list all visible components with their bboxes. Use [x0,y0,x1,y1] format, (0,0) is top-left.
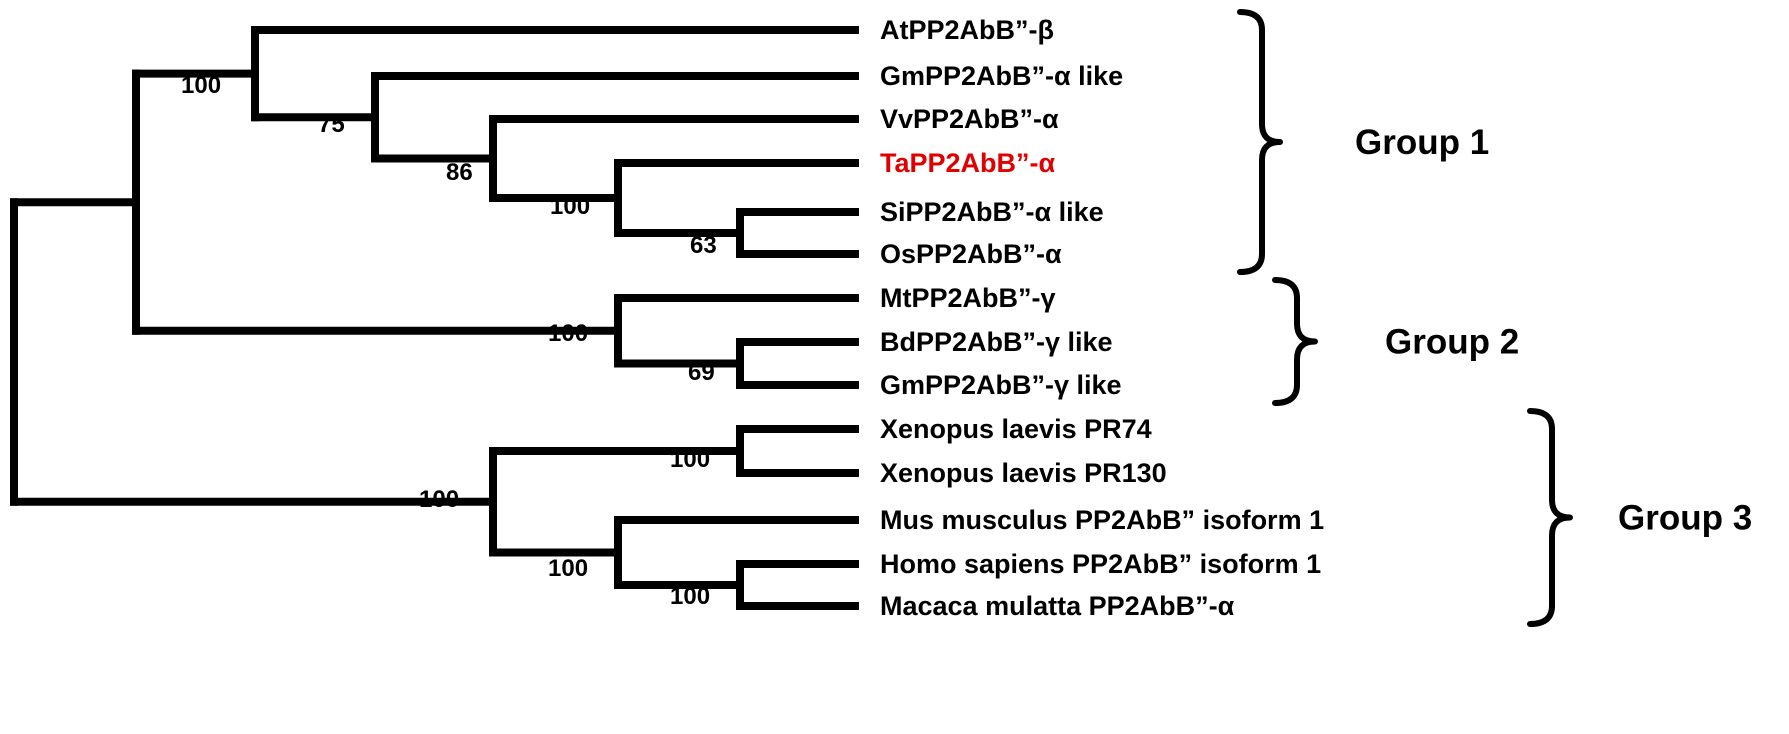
bootstrap-value: 100 [670,446,710,473]
bootstrap-value: 75 [318,111,345,138]
group-labels: Group 1 Group 2 Group 3 [1355,123,1752,538]
leaf-label-gm-pp2abb-alpha-like: GmPP2AbB”-α like [880,61,1123,91]
group-brace-1 [1237,9,1283,275]
leaf-label-macaca-mulatta: Macaca mulatta PP2AbB”-α [880,591,1235,621]
group-brace-3 [1527,408,1573,627]
bootstrap-value: 69 [688,359,715,386]
leaf-label-si-pp2abb-alpha-like: SiPP2AbB”-α like [880,197,1104,227]
bootstrap-value: 100 [670,583,710,610]
group-brace-2 [1272,277,1318,406]
bootstrap-value: 100 [550,193,590,220]
leaf-label-vv-pp2abb-alpha: VvPP2AbB”-α [880,104,1059,134]
group-braces [1237,9,1573,627]
leaf-label-os-pp2abb-alpha: OsPP2AbB”-α [880,239,1062,269]
leaf-label-at-pp2abb-beta: AtPP2AbB”-β [880,15,1054,45]
tree-branches [10,26,859,610]
bootstrap-value: 86 [446,159,473,186]
leaf-label-gm-pp2abb-gamma-like: GmPP2AbB”-γ like [880,370,1122,400]
bootstrap-value: 63 [690,232,717,259]
group-label-1: Group 1 [1355,123,1489,162]
leaf-label-bd-pp2abb-gamma-like: BdPP2AbB”-γ like [880,327,1113,357]
leaf-labels: AtPP2AbB”-β GmPP2AbB”-α like VvPP2AbB”-α… [880,15,1324,621]
bootstrap-values: 100 75 86 100 63 69 100 100 100 100 100 [181,72,717,610]
bootstrap-value: 100 [548,555,588,582]
bootstrap-value: 100 [181,72,221,99]
group-label-3: Group 3 [1618,499,1752,538]
leaf-label-homo-sapiens: Homo sapiens PP2AbB” isoform 1 [880,549,1321,579]
leaf-label-xenopus-pr74: Xenopus laevis PR74 [880,414,1152,444]
leaf-label-ta-pp2abb-alpha: TaPP2AbB”-α [880,148,1056,178]
bootstrap-value: 100 [548,320,588,347]
group-label-2: Group 2 [1385,323,1519,362]
leaf-label-mus-musculus: Mus musculus PP2AbB” isoform 1 [880,505,1324,535]
leaf-label-xenopus-pr130: Xenopus laevis PR130 [880,458,1167,488]
bootstrap-value: 100 [419,486,459,513]
leaf-label-mt-pp2abb-gamma: MtPP2AbB”-γ [880,283,1056,313]
